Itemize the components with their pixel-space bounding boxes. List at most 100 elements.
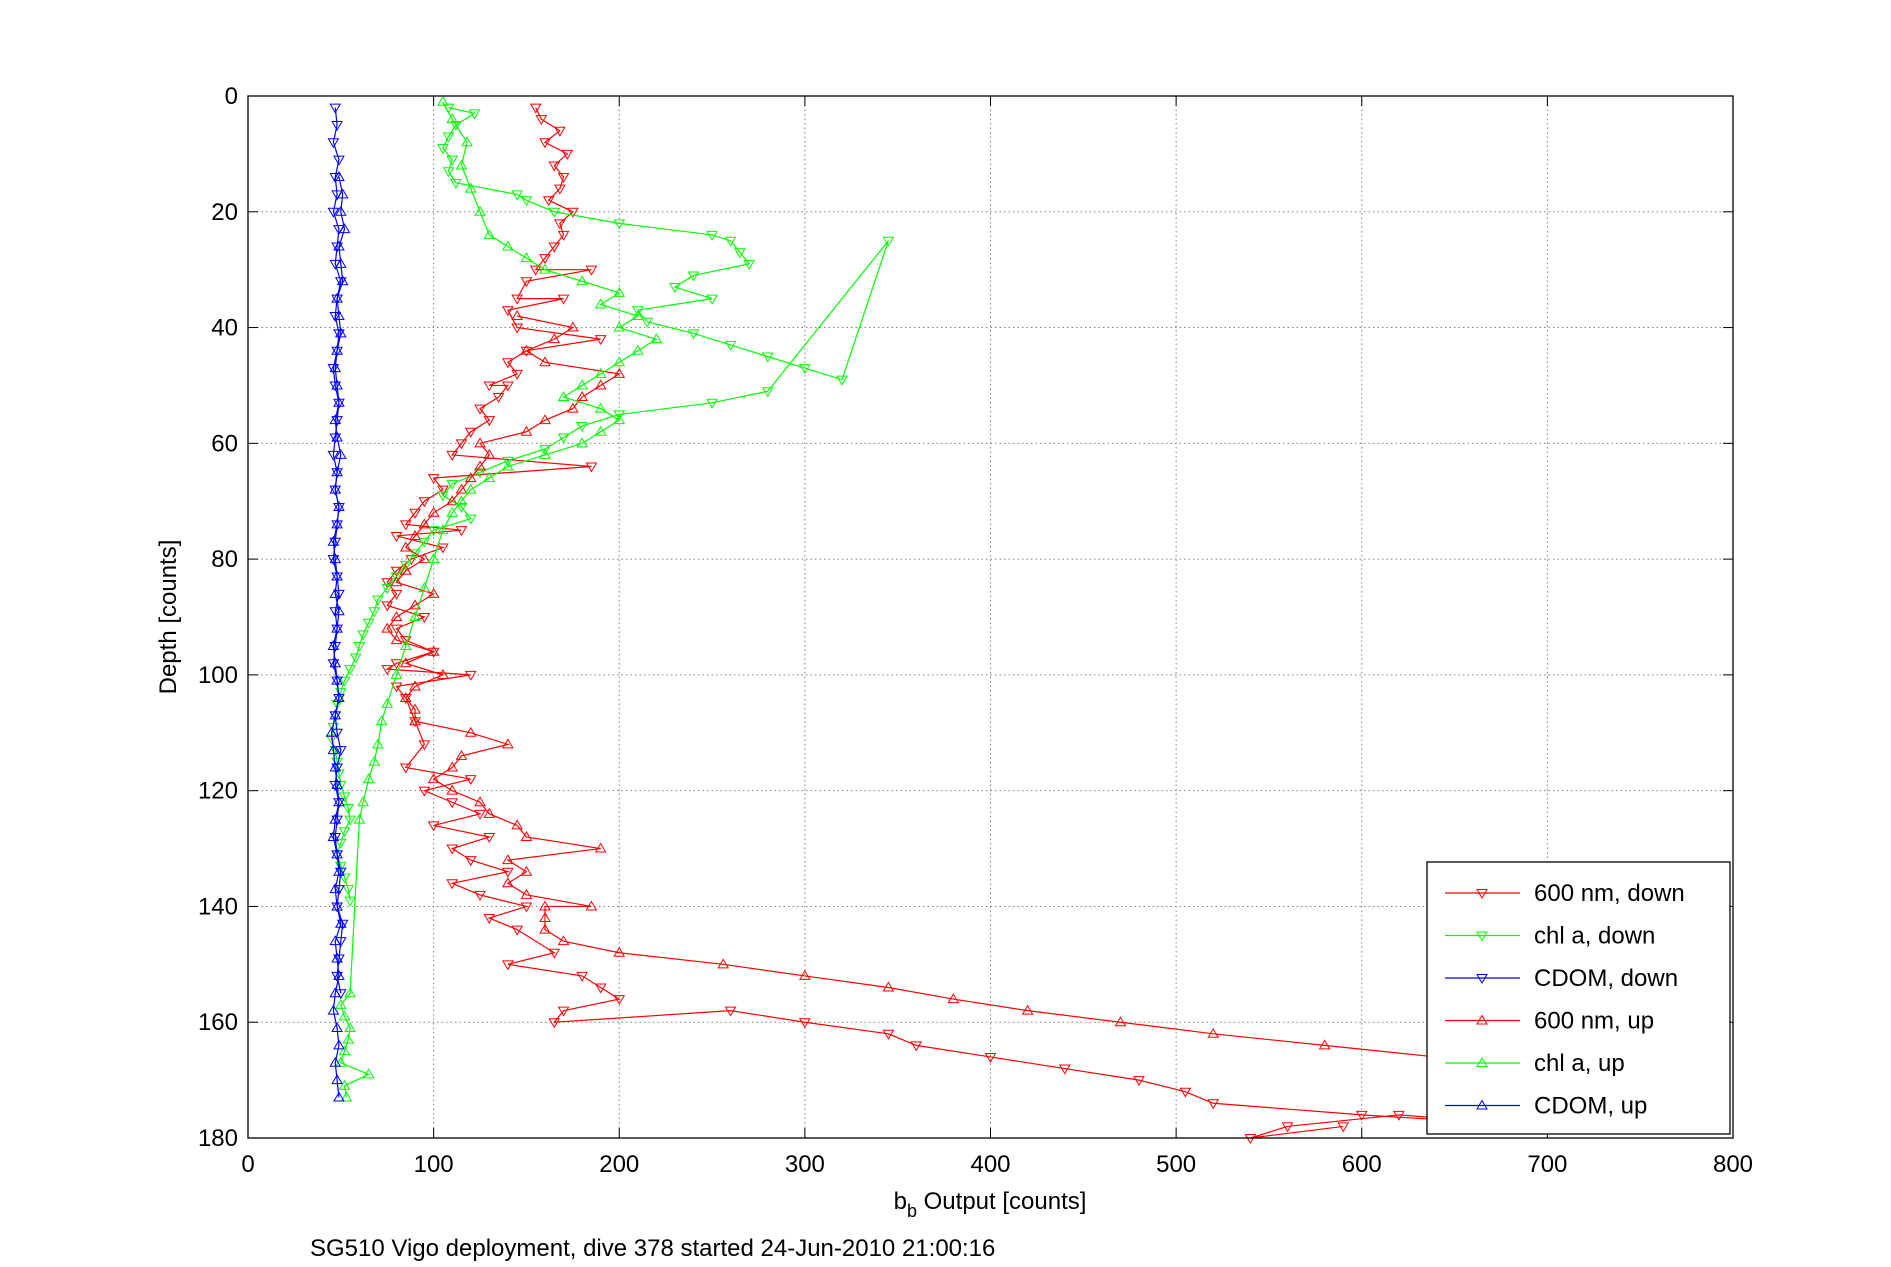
data-point [333,503,345,513]
data-point [437,485,449,496]
data-point [557,1006,570,1017]
data-point [464,726,477,737]
data-point [910,1041,923,1052]
data-point [331,294,343,305]
data-point [390,576,403,587]
data-point [446,761,459,772]
data-point [409,715,421,726]
data-point [539,900,551,911]
data-point [446,784,459,795]
data-point [566,402,579,413]
data-point [418,786,431,797]
data-point [327,1004,340,1015]
data-point [474,809,486,820]
data-point [557,230,570,241]
x-tick-label: 600 [1342,1151,1382,1178]
data-point [483,832,496,843]
x-axis-label: bb Output [counts] [894,1188,1087,1221]
data-point [520,425,533,436]
data-point [483,416,496,427]
data-point [474,437,486,448]
legend-swatch-marker [1476,889,1488,899]
data-point [329,711,342,722]
data-point [344,987,356,998]
data-point [331,466,343,477]
data-point [724,236,737,247]
data-point [329,709,342,720]
data-point [455,159,468,170]
data-point [548,1018,561,1029]
data-point [329,414,342,425]
data-point [502,240,514,251]
data-point [329,761,342,772]
data-point [799,1018,811,1029]
data-point [390,611,403,621]
data-point [1021,1004,1034,1015]
data-point [502,460,514,471]
legend-item: CDOM, up [1445,1093,1647,1120]
series-600-nm-down [381,103,1554,1144]
data-point [641,317,653,328]
data-point [594,425,607,436]
data-point [548,242,561,253]
data-point [464,775,477,786]
series-line [340,101,658,1098]
data-point [334,257,347,268]
data-point [1114,1016,1127,1027]
data-point [333,171,345,182]
data-point [418,537,431,548]
data-point [331,763,343,774]
data-point [613,356,626,367]
data-point [799,969,811,980]
data-point [381,601,394,612]
data-point [502,960,514,971]
data-point [446,879,459,890]
legend-label: CDOM, up [1534,1093,1647,1120]
data-point [334,448,347,459]
data-point [327,639,340,650]
data-point [390,566,403,577]
data-point [1318,1039,1331,1050]
data-point [331,971,343,982]
data-point [474,890,486,901]
data-point [594,367,607,378]
data-point [502,877,514,888]
data-point [502,867,514,878]
data-point [613,321,626,332]
data-point [338,792,351,803]
data-point [381,584,394,595]
data-point [450,178,462,189]
data-point [576,379,588,390]
data-point [446,506,459,517]
data-point [427,474,440,485]
legend-label: chl a, up [1534,1050,1625,1077]
data-point [464,472,477,483]
data-point [576,275,588,286]
legend: 600 nm, down chl a, down CDOM, down 600 nm,… [1426,861,1731,1135]
data-point [529,265,542,276]
data-point [520,865,533,876]
data-point [734,248,746,259]
data-point [331,570,343,581]
data-point [390,624,403,635]
data-point [585,900,598,911]
data-point [557,935,570,946]
data-point [331,379,343,390]
y-tick-label: 140 [198,893,238,920]
data-point [368,607,381,618]
data-point [1281,1122,1294,1133]
data-point [418,518,431,529]
data-point [474,404,486,415]
series-chl-a-down [325,103,895,907]
data-point [427,773,440,784]
data-point [329,813,342,824]
data-point [613,219,626,230]
data-point [399,692,412,703]
data-point [331,778,343,789]
data-point [437,668,449,679]
data-point [557,173,570,184]
data-point [520,888,533,899]
data-point [381,578,394,589]
data-point [1207,1027,1220,1038]
data-point [548,948,561,959]
